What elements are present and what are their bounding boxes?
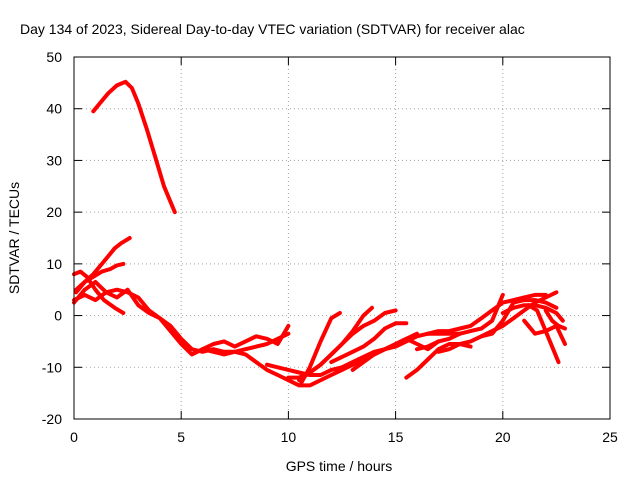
series-line-arc-end-a xyxy=(500,303,565,323)
series-line-arc-rise-b xyxy=(74,236,132,292)
series-line-arc-late-rise xyxy=(415,292,505,352)
axis-ticks: 0 5 10 15 20 25 -20 -10 0 10 20 30 40 50 xyxy=(42,49,618,445)
x-axis-label: GPS time / hours xyxy=(286,458,393,474)
y-tick-label: 10 xyxy=(46,256,62,272)
series-line-arc-high xyxy=(91,79,177,215)
series-line-arc-main xyxy=(72,287,291,354)
y-axis-label: SDTVAR / TECUs xyxy=(6,182,22,294)
y-tick-label: 20 xyxy=(46,204,62,220)
x-tick-label: 25 xyxy=(602,429,618,445)
x-tick-label: 5 xyxy=(177,429,185,445)
x-tick-label: 20 xyxy=(495,429,511,445)
x-tick-label: 15 xyxy=(388,429,404,445)
y-tick-label: -20 xyxy=(42,411,62,427)
series-group xyxy=(72,79,567,388)
y-tick-label: -10 xyxy=(42,359,62,375)
series-line-arc-mid-a xyxy=(329,321,409,365)
series-line-arc-spike-c xyxy=(297,305,374,383)
x-tick-label: 10 xyxy=(281,429,297,445)
series-line-arc-start-a xyxy=(72,269,126,315)
series-line-arc-dip xyxy=(200,331,419,388)
y-tick-label: 30 xyxy=(46,152,62,168)
y-tick-label: 40 xyxy=(46,101,62,117)
chart-title: Day 134 of 2023, Sidereal Day-to-day VTE… xyxy=(20,21,525,37)
series-line-arc-end-d xyxy=(543,308,567,331)
grid xyxy=(74,57,610,419)
x-tick-label: 0 xyxy=(70,429,78,445)
series-line-arc-end-c xyxy=(522,318,567,346)
series-line-arc-late-d xyxy=(479,290,559,339)
series-line-arc-late-b xyxy=(425,292,548,336)
y-tick-label: 0 xyxy=(54,308,62,324)
series-line-arc-main-b xyxy=(72,280,291,357)
y-tick-label: 50 xyxy=(46,49,62,65)
plot-frame xyxy=(73,56,611,420)
